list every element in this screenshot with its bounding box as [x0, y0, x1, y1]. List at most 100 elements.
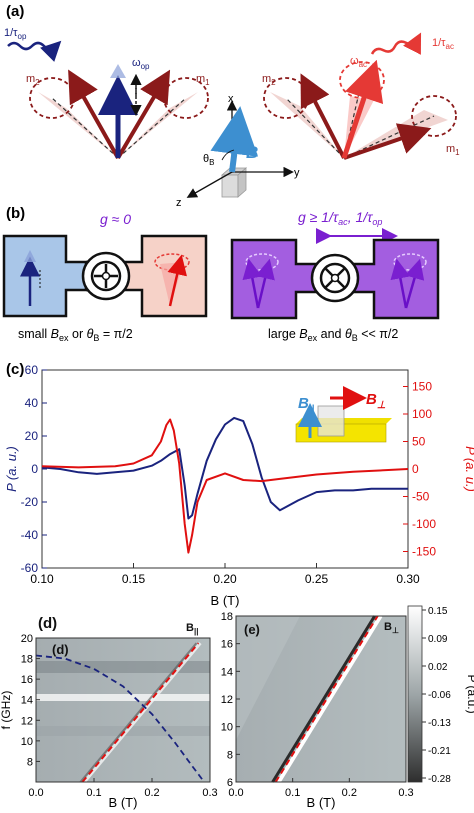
m1-label-right: m1 [446, 143, 460, 157]
acoustic-net-arrow [341, 59, 384, 159]
colorbar-tick-label: -0.06 [428, 690, 451, 701]
c-yr-tick-label: 0 [412, 462, 419, 476]
c-yr-tick-label: -100 [412, 517, 436, 531]
omega-ac-label: ωac [350, 55, 367, 69]
panel-b-label: (b) [6, 205, 25, 222]
colorbar-tick-label: -0.21 [428, 746, 451, 757]
d-y-tick-label: 18 [21, 654, 33, 666]
c-yr-tick-label: -50 [412, 490, 430, 504]
c-yr-tick-label: -150 [412, 545, 436, 559]
chart-c-ylabel-left: P (a. u.) [4, 446, 19, 492]
c-yr-tick-label: 150 [412, 380, 432, 394]
d-resonance-streak [83, 642, 202, 783]
colorbar-label: P (a.u.) [465, 674, 474, 713]
strong-coupling-caption: large Bex and θB << π/2 [268, 327, 398, 343]
m1-cone-shade [118, 92, 198, 158]
panel-b: (b) g ≈ 0 g ≥ 1/τac, 1/τop [2, 205, 440, 343]
theta-label: θB [203, 153, 214, 167]
c-x-tick-label: 0.10 [30, 572, 54, 586]
c-x-tick-label: 0.15 [122, 572, 146, 586]
c-x-tick-label: 0.25 [305, 572, 329, 586]
m1-arrow-right [343, 123, 432, 160]
heatmap-d-tag: (d) [52, 642, 69, 657]
acoustic-decay-wave [370, 32, 422, 55]
e-x-tick-label: 0.1 [285, 787, 300, 799]
d-red-dashed-fit [81, 642, 200, 783]
omega-op-label: ωop [132, 57, 150, 71]
c-yl-tick-label: -20 [21, 495, 39, 509]
rate-ac-label: 1/τac [432, 37, 454, 51]
c-yl-tick-label: 0 [31, 462, 38, 476]
heatmap-d-bright-band [36, 694, 210, 701]
m2-arrow-right [300, 73, 346, 159]
chart-c-legend: B|| B⊥ [295, 386, 392, 443]
c-series-line-parallel [41, 416, 408, 520]
c-yr-tick-label: 50 [412, 435, 426, 449]
e-x-tick-label: 0.3 [398, 787, 413, 799]
left-coupling-label: g ≈ 0 [100, 211, 131, 227]
m2-label: m2 [26, 73, 40, 87]
m1-precession-ellipse-right [411, 95, 457, 137]
m2-label-right: m2 [262, 73, 276, 87]
axis-x-label: x [228, 93, 234, 105]
d-y-tick-label: 16 [21, 674, 33, 686]
chart-c-frame [41, 369, 409, 569]
chart-d-ylabel: f (GHz) [0, 691, 13, 730]
d-y-tick-label: 8 [27, 756, 33, 768]
e-x-tick-label: 0.2 [342, 787, 357, 799]
c-yl-tick-label: -40 [21, 528, 39, 542]
z-axis-arrow [186, 171, 233, 198]
m1-label: m1 [196, 73, 210, 87]
strong-coupling-device [230, 238, 440, 320]
legend-par-label: B|| [298, 395, 315, 415]
e-y-tick-label: 16 [221, 639, 233, 651]
e-y-tick-label: 18 [221, 611, 233, 623]
c-yl-tick-label: 20 [25, 429, 39, 443]
colorbar-tick-label: -0.28 [428, 774, 451, 785]
chart-d-xlabel: B (T) [109, 795, 138, 810]
d-x-tick-label: 0.0 [28, 787, 43, 799]
d-y-tick-label: 12 [21, 715, 33, 727]
c-x-tick-label: 0.30 [396, 572, 420, 586]
left-cavity-box [2, 234, 88, 318]
m2-cone-shade [38, 92, 118, 158]
e-y-tick-label: 12 [221, 694, 233, 706]
c-yr-tick-label: 100 [412, 407, 432, 421]
e-y-tick-label: 6 [227, 777, 233, 789]
e-y-tick-label: 14 [221, 666, 233, 678]
optical-mode-diagram: 1/τop ωop m2 m1 [4, 27, 210, 160]
c-yl-tick-label: -60 [21, 561, 39, 575]
e-y-tick-label: 10 [221, 722, 233, 734]
d-y-tick-label: 20 [21, 633, 33, 645]
c-yl-tick-label: 40 [25, 396, 39, 410]
right-coupling-label: g ≥ 1/τac, 1/τop [298, 209, 382, 227]
panel-c-label: (c) [6, 361, 24, 378]
panel-c: (c) 0.10 0.15 0.20 0.25 0.30 60 40 20 0 -20 -40 -6… [4, 361, 474, 608]
theta-arc [221, 149, 235, 161]
acoustic-mode-diagram: 1/τac ωac m2 m1 [262, 32, 460, 160]
heatmap-d-corner: B|| [186, 622, 198, 636]
m1-axis-dashed [117, 97, 187, 159]
chart-c-xlabel: B (T) [211, 593, 240, 608]
legend-perp-label: B⊥ [366, 391, 386, 411]
optical-decay-wave [7, 40, 62, 62]
panel-d-label: (d) [38, 615, 57, 632]
m2-arrow [68, 69, 120, 159]
chart-e-xlabel: B (T) [307, 795, 336, 810]
colorbar-tick-label: 0.09 [428, 634, 448, 645]
colorbar-tick-label: 0.15 [428, 606, 448, 617]
acoustic-arrow-small [167, 254, 187, 307]
panel-e: 0.0 0.1 0.2 0.3 18 16 14 12 10 8 6 (e) B⊥ B (T) 0… [221, 605, 474, 810]
c-x-tick-label: 0.20 [213, 572, 237, 586]
c-yl-tick-label: 60 [25, 363, 39, 377]
d-x-tick-label: 0.3 [202, 787, 217, 799]
axis-z-label: z [176, 197, 182, 209]
c-series-line-perpendicular [41, 418, 409, 554]
d-resonance-shadow [79, 642, 198, 783]
right-purple-box [352, 238, 440, 320]
sample-cube [221, 174, 239, 198]
d-x-tick-label: 0.2 [144, 787, 159, 799]
field-label: B [246, 143, 258, 162]
left-purple-box [230, 238, 318, 320]
